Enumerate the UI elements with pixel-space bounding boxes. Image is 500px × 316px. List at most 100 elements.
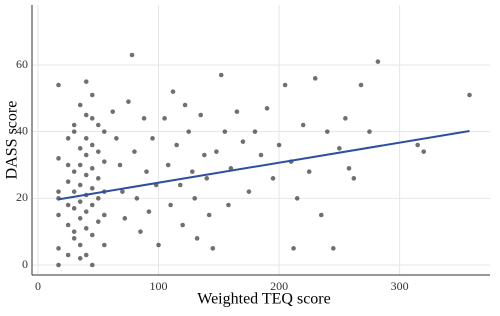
point bbox=[182, 102, 188, 108]
point bbox=[306, 169, 312, 174]
point bbox=[77, 199, 83, 204]
point bbox=[194, 236, 200, 241]
point bbox=[83, 172, 89, 178]
x-axis-label: Weighted TEQ score bbox=[197, 291, 330, 308]
point bbox=[246, 189, 252, 194]
point bbox=[83, 252, 89, 258]
point bbox=[89, 262, 95, 268]
point bbox=[264, 106, 270, 111]
point bbox=[71, 206, 77, 211]
point bbox=[83, 79, 89, 84]
point bbox=[165, 162, 171, 168]
point bbox=[65, 252, 71, 258]
point bbox=[144, 169, 149, 174]
point bbox=[190, 169, 195, 174]
point bbox=[122, 216, 128, 221]
point bbox=[252, 129, 258, 134]
point bbox=[89, 166, 95, 171]
point bbox=[218, 72, 224, 78]
point bbox=[134, 196, 140, 201]
point bbox=[83, 112, 89, 118]
point bbox=[83, 226, 89, 231]
point bbox=[56, 82, 61, 88]
point bbox=[89, 142, 95, 148]
point bbox=[421, 149, 427, 154]
point bbox=[89, 116, 95, 121]
point bbox=[65, 136, 71, 141]
point bbox=[120, 189, 125, 194]
point bbox=[346, 166, 352, 171]
point bbox=[168, 202, 173, 208]
trend-line bbox=[58, 130, 470, 201]
point bbox=[282, 82, 288, 88]
point bbox=[415, 142, 420, 148]
point bbox=[102, 129, 107, 134]
y-tick-label: 20 bbox=[16, 190, 28, 204]
point bbox=[95, 196, 101, 201]
point bbox=[117, 162, 123, 168]
point bbox=[71, 189, 77, 194]
point bbox=[276, 142, 282, 148]
point bbox=[102, 159, 107, 164]
point bbox=[331, 246, 336, 251]
point bbox=[146, 209, 152, 214]
point bbox=[56, 156, 61, 161]
point bbox=[170, 89, 176, 94]
point bbox=[162, 116, 167, 121]
point bbox=[300, 122, 306, 128]
point bbox=[56, 262, 61, 268]
point bbox=[467, 92, 472, 98]
y-tick-label: 0 bbox=[22, 257, 28, 271]
point bbox=[141, 116, 147, 121]
point bbox=[56, 189, 61, 194]
point bbox=[222, 129, 228, 134]
point bbox=[186, 129, 191, 134]
point bbox=[77, 182, 83, 188]
x-tick-label: 300 bbox=[391, 279, 409, 293]
point bbox=[202, 152, 207, 158]
point bbox=[65, 179, 71, 184]
point bbox=[77, 102, 83, 108]
point bbox=[110, 109, 116, 114]
point bbox=[226, 202, 231, 208]
point bbox=[89, 186, 95, 191]
point bbox=[337, 146, 342, 151]
x-tick-label: 0 bbox=[35, 279, 41, 293]
x-tick-label: 200 bbox=[270, 279, 288, 293]
point bbox=[71, 122, 77, 128]
point bbox=[71, 236, 77, 241]
point bbox=[102, 212, 107, 218]
point bbox=[192, 196, 198, 201]
point bbox=[83, 209, 89, 214]
point bbox=[291, 246, 296, 251]
point bbox=[138, 229, 143, 234]
point bbox=[102, 242, 107, 248]
point bbox=[77, 216, 83, 221]
point bbox=[180, 222, 185, 228]
point bbox=[177, 182, 183, 188]
point bbox=[77, 146, 83, 151]
point bbox=[65, 162, 71, 168]
point bbox=[89, 232, 95, 238]
point bbox=[204, 176, 210, 181]
point bbox=[294, 196, 300, 201]
point bbox=[343, 116, 348, 121]
point bbox=[367, 129, 372, 134]
point bbox=[312, 76, 318, 81]
point bbox=[83, 136, 89, 141]
point bbox=[214, 149, 219, 154]
point bbox=[174, 142, 179, 148]
point bbox=[71, 229, 77, 234]
point bbox=[95, 176, 101, 181]
point bbox=[324, 129, 330, 134]
point bbox=[95, 219, 101, 224]
point bbox=[56, 212, 61, 218]
point bbox=[206, 212, 212, 218]
x-tick-label: 100 bbox=[150, 279, 168, 293]
point bbox=[65, 222, 71, 228]
point bbox=[240, 139, 246, 144]
point bbox=[83, 152, 89, 158]
point bbox=[150, 136, 155, 141]
y-tick-label: 40 bbox=[16, 123, 28, 137]
